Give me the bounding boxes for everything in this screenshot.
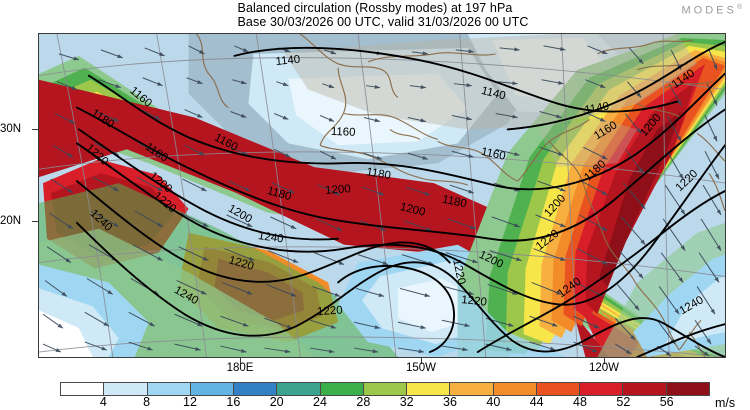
- colorbar-segment: [277, 383, 321, 395]
- x-tick-label-150w: 150W: [405, 362, 437, 374]
- y-tick-label-30n: 30N: [0, 123, 22, 135]
- colorbar-segment: [190, 383, 235, 395]
- svg-text:1140: 1140: [275, 54, 301, 68]
- svg-text:1220: 1220: [461, 294, 488, 309]
- y-tick-label-20n: 20N: [0, 215, 22, 227]
- svg-text:1160: 1160: [480, 146, 507, 163]
- colorbar-tick-label: 36: [443, 395, 457, 409]
- y-tick-mark-30n: [32, 129, 38, 131]
- map-plot-area[interactable]: 1140 1140 1140 1140 1160 1160 1160 1160 …: [38, 33, 726, 358]
- svg-text:1180: 1180: [365, 166, 391, 182]
- colorbar-segment: [580, 383, 624, 395]
- colorbar-segment: [493, 383, 537, 395]
- x-tick-label-180e: 180E: [226, 362, 254, 374]
- colorbar-segment: [623, 383, 667, 395]
- colorbar-tick-label: 28: [356, 395, 371, 409]
- svg-text:1220: 1220: [450, 258, 467, 285]
- x-tick-label-120w: 120W: [588, 362, 620, 374]
- svg-text:1140: 1140: [584, 101, 610, 117]
- colorbar-tick-label: 24: [313, 395, 327, 409]
- x-tick-mark-180e: [240, 358, 242, 364]
- x-tick-mark-120w: [604, 358, 606, 364]
- colorbar-units-label: m/s: [715, 396, 736, 410]
- colorbar-tick-label: 40: [486, 395, 501, 409]
- colorbar-segment: [450, 383, 494, 395]
- svg-text:1200: 1200: [325, 183, 351, 197]
- colorbar-tick-label: 8: [143, 395, 151, 409]
- colorbar-segment: [363, 383, 408, 395]
- brand-text: MODES: [681, 4, 737, 17]
- colorbar-segment: [407, 383, 451, 395]
- brand-mark: ®: [736, 4, 742, 11]
- title-secondary: Base 30/03/2026 00 UTC, valid 31/03/2026…: [237, 15, 529, 29]
- svg-text:1160: 1160: [331, 126, 356, 139]
- colorbar-tick-label: 56: [659, 395, 674, 409]
- colorbar-tick-label: 52: [616, 395, 631, 409]
- colorbar[interactable]: [60, 382, 710, 396]
- x-tick-mark-150w: [421, 358, 423, 364]
- y-tick-mark-20n: [32, 221, 38, 223]
- colorbar-segment: [104, 383, 148, 395]
- colorbar-tick-label: 20: [269, 395, 284, 409]
- svg-text:1180: 1180: [441, 194, 468, 211]
- colorbar-swatches: [60, 382, 710, 396]
- modes-logo: MODES®: [681, 4, 742, 17]
- title-primary: Balanced circulation (Rossby modes) at 1…: [237, 1, 513, 15]
- colorbar-segment: [536, 383, 581, 395]
- page-title: Balanced circulation (Rossby modes) at 1…: [0, 1, 750, 29]
- map-canvas: 1140 1140 1140 1140 1160 1160 1160 1160 …: [39, 34, 725, 357]
- colorbar-segment: [234, 383, 278, 395]
- colorbar-tick-label: 12: [183, 395, 197, 409]
- colorbar-tick-label: 16: [226, 395, 241, 409]
- svg-text:1140: 1140: [480, 85, 507, 103]
- svg-text:1240: 1240: [257, 230, 284, 245]
- colorbar-segment: [666, 383, 709, 395]
- colorbar-segment: [320, 383, 364, 395]
- colorbar-tick-label: 44: [529, 395, 544, 409]
- colorbar-tick-label: 32: [399, 395, 414, 409]
- colorbar-segment: [147, 383, 191, 395]
- colorbar-segment: [61, 383, 105, 395]
- colorbar-tick-label: 4: [99, 395, 107, 409]
- colorbar-tick-label: 48: [573, 395, 587, 409]
- svg-text:1220: 1220: [317, 304, 343, 318]
- svg-text:1200: 1200: [399, 201, 427, 219]
- colorbar-tick-labels: 4 8 12 16 20 24 28 32 36 40 44 48 52 56: [60, 396, 710, 410]
